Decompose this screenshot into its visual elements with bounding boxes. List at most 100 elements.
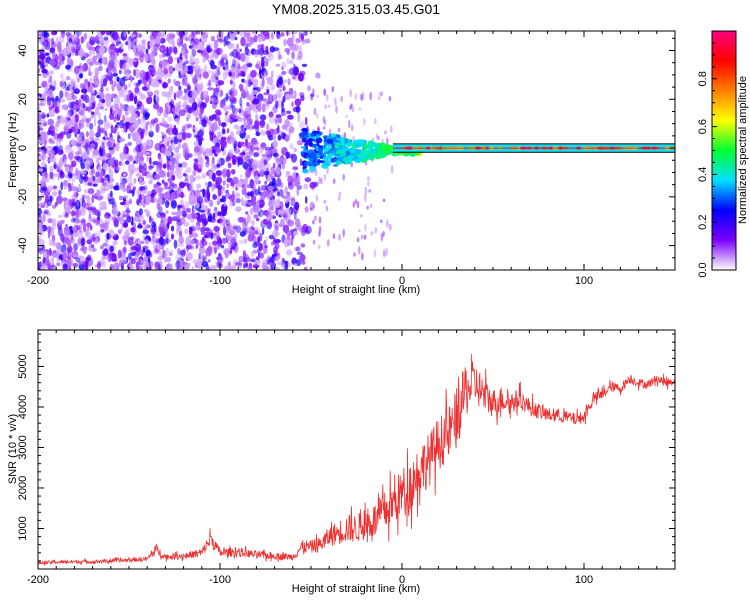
spectrogram-noise-blob [101, 98, 106, 104]
spectrogram-noise-blob [106, 31, 111, 36]
spectrogram-noise-blob [53, 161, 57, 170]
spectrogram-noise-blob [378, 92, 382, 96]
spectrogram-noise-blob [65, 64, 71, 70]
spectrogram-noise-blob [40, 204, 46, 208]
spectrogram-noise-blob [216, 47, 221, 56]
spectrogram-noise-blob [167, 56, 174, 65]
spectrogram-noise-blob [268, 38, 272, 43]
spectrogram-noise-blob [160, 216, 164, 223]
spectrogram-noise-blob [38, 147, 42, 153]
spectrogram-noise-blob [167, 98, 170, 107]
spectrogram-signal-blob [349, 147, 356, 154]
spectrogram-noise-blob [192, 75, 198, 84]
spectrogram-noise-blob [217, 126, 221, 130]
spectrogram-noise-blob [63, 184, 67, 190]
spectrogram-noise-blob [76, 213, 79, 219]
spectrogram-signal-blob [301, 127, 309, 132]
spectrogram-noise-blob [191, 126, 198, 130]
spectrogram-noise-blob [177, 59, 180, 64]
spectrogram-noise-blob [349, 88, 352, 98]
spectrogram-noise-blob [88, 50, 92, 57]
spectrogram-noise-blob [157, 107, 162, 117]
spectrogram-noise-blob [53, 173, 60, 177]
spectrogram-noise-blob [220, 244, 225, 249]
spectrogram-noise-blob [296, 251, 303, 256]
spectrogram-signal-blob [310, 133, 316, 137]
spectrogram-noise-blob [246, 63, 253, 68]
spectrogram-noise-blob [218, 256, 225, 264]
spectrogram-signal-blob [302, 137, 306, 143]
spectrogram-noise-blob [175, 217, 181, 222]
spectrogram-noise-blob [89, 115, 94, 120]
spectrogram-noise-blob [296, 45, 300, 50]
spectrogram-noise-blob [212, 212, 216, 221]
spectrogram-noise-blob [176, 221, 181, 231]
spectrogram-noise-blob [123, 240, 127, 245]
spectrogram-noise-blob [230, 169, 236, 175]
spectrogram-noise-blob [312, 204, 316, 209]
spectrogram-noise-blob [100, 145, 106, 149]
spectrogram-noise-blob [171, 216, 178, 222]
spectrogram-noise-blob [315, 194, 319, 202]
spectrogram-noise-blob [323, 199, 327, 204]
spectrogram-noise-blob [171, 175, 175, 181]
spectrogram-signal-blob [316, 153, 320, 159]
spectrogram-noise-blob [239, 256, 244, 264]
spectrogram-noise-blob [146, 174, 151, 179]
spectrogram-noise-blob [274, 255, 280, 262]
spectrogram-noise-blob [210, 35, 215, 42]
spectrogram-noise-blob [49, 97, 55, 102]
spectrogram-noise-blob [181, 64, 187, 75]
spectrogram-noise-blob [179, 59, 183, 64]
spectrogram-noise-blob [318, 216, 322, 224]
spectrogram-noise-blob [242, 114, 247, 123]
spectrogram-noise-blob [93, 117, 97, 127]
spectrogram-noise-blob [253, 260, 258, 267]
snr-xtick-label: -200 [27, 574, 49, 586]
spectrogram-noise-blob [284, 195, 289, 204]
spectrogram-noise-blob [109, 245, 114, 252]
spectrogram-noise-blob [71, 225, 77, 232]
spectrogram-noise-blob [149, 175, 154, 184]
spectrogram-signal-blob [345, 142, 352, 147]
spectrogram-noise-blob [348, 119, 351, 129]
spectrogram-noise-blob [88, 98, 93, 108]
spectrogram-noise-blob [180, 161, 188, 168]
spectrogram-noise-blob [248, 231, 253, 237]
spectrogram-noise-blob [272, 93, 277, 101]
spectrogram-signal-blob [377, 149, 381, 153]
spectrogram-signal-blob [302, 168, 309, 174]
spectrogram-noise-blob [110, 252, 117, 262]
spectrogram-signal-blob [304, 143, 309, 147]
spectrogram-ytick-label: -20 [17, 189, 29, 205]
spectrogram-noise-blob [327, 239, 330, 247]
spectrogram-noise-blob [91, 248, 98, 253]
spectrogram-noise-blob [222, 180, 226, 186]
spectrogram-noise-blob [42, 257, 46, 264]
spectrogram-noise-blob [136, 104, 141, 110]
spectrogram-noise-blob [158, 236, 165, 246]
spectrogram-signal-blob [318, 148, 324, 155]
spectrogram-signal-blob [312, 143, 317, 148]
spectrogram-noise-blob [94, 178, 99, 185]
spectrogram-noise-blob [261, 259, 269, 267]
spectrogram-noise-blob [250, 170, 255, 175]
spectrogram-noise-blob [345, 114, 349, 119]
spectrogram-noise-blob [168, 46, 173, 54]
spectrogram-noise-blob [149, 165, 155, 169]
snr-background [38, 330, 675, 569]
spectrogram-noise-blob [235, 225, 242, 233]
spectrogram-noise-blob [52, 191, 58, 197]
spectrogram-noise-blob [80, 218, 87, 226]
spectrogram-noise-blob [316, 112, 319, 119]
spectrogram-noise-blob [147, 91, 154, 97]
spectrogram-noise-blob [118, 184, 124, 191]
spectrogram-noise-blob [142, 168, 145, 177]
spectrogram-noise-blob [106, 76, 113, 81]
spectrogram-noise-blob [297, 50, 303, 58]
spectrogram-noise-blob [58, 214, 63, 218]
spectrogram-noise-blob [259, 232, 263, 242]
spectrogram-noise-blob [141, 86, 148, 91]
spectrogram-noise-blob [246, 43, 252, 47]
spectrogram-noise-blob [174, 146, 180, 153]
